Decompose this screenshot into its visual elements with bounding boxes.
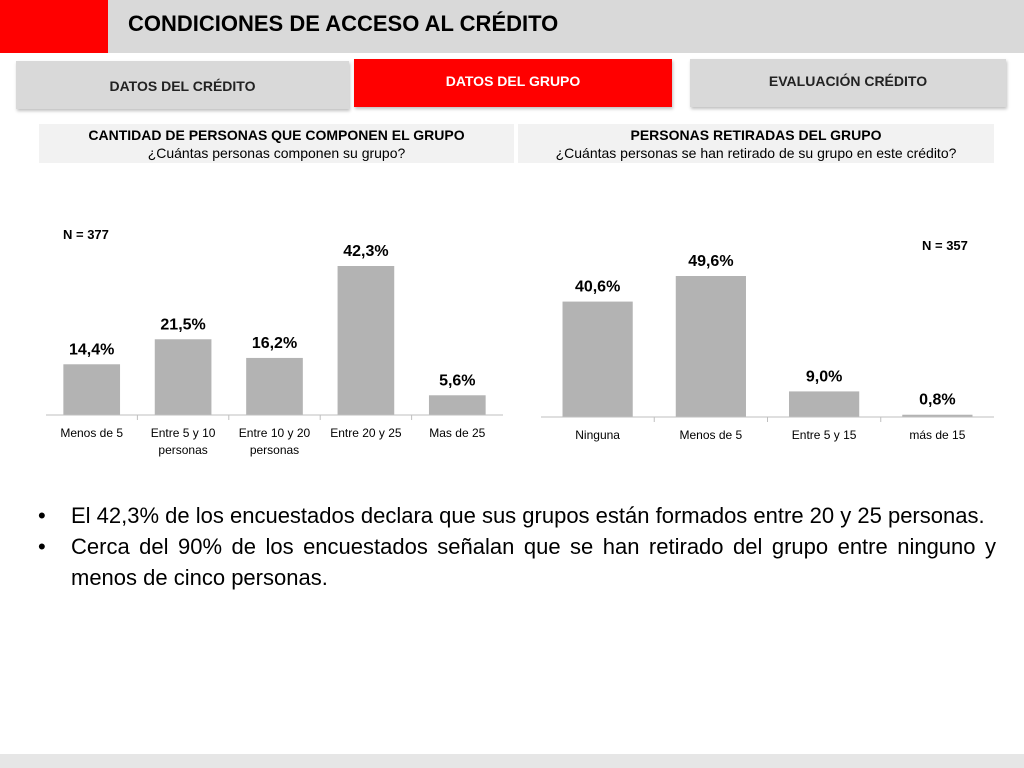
category-label-2-3: más de 15 xyxy=(909,428,965,442)
tab-datos-del-credito[interactable]: DATOS DEL CRÉDITO xyxy=(16,61,349,109)
value-label-1-0: 14,4% xyxy=(69,341,114,358)
chart-withdrawn-persons: 40,6% Ninguna 49,6% Menos de 5 9,0% Entre 5 y… xyxy=(541,253,994,442)
bar-1-3 xyxy=(337,266,395,415)
value-label-1-1: 21,5% xyxy=(160,316,205,333)
bar-2-2 xyxy=(789,391,860,417)
findings-list: • El 42,3% de los encuestados declara qu… xyxy=(38,500,996,593)
value-label-2-2: 9,0% xyxy=(806,368,842,385)
bar-2-1 xyxy=(675,276,746,417)
finding-text: Cerca del 90% de los encuestados señalan… xyxy=(71,534,996,590)
value-label-1-3: 42,3% xyxy=(343,243,388,260)
category-label-2-2: Entre 5 y 15 xyxy=(792,428,857,442)
category-label-2-0: Ninguna xyxy=(575,428,620,442)
panel-title: PERSONAS RETIRADAS DEL GRUPO xyxy=(630,127,882,143)
tab-label: EVALUACIÓN CRÉDITO xyxy=(768,73,928,89)
category-label-1-2: Entre 10 y 20 xyxy=(239,426,311,440)
category-label-1-4: Mas de 25 xyxy=(429,426,485,440)
category-label-1-2: personas xyxy=(250,443,299,457)
tab-label: DATOS DEL GRUPO xyxy=(445,73,581,89)
tab-evaluacion-credito[interactable]: EVALUACIÓN CRÉDITO xyxy=(690,59,1006,107)
finding-text: El 42,3% de los encuestados declara que … xyxy=(71,503,985,528)
header-accent-block xyxy=(0,0,108,53)
bar-1-0 xyxy=(63,364,121,415)
page-title: CONDICIONES DE ACCESO AL CRÉDITO xyxy=(128,11,559,36)
value-label-2-1: 49,6% xyxy=(688,253,733,270)
chart2-sample-size: N = 357 xyxy=(922,238,968,253)
value-label-1-4: 5,6% xyxy=(439,372,475,389)
category-label-1-0: Menos de 5 xyxy=(60,426,123,440)
bullet-marker: • xyxy=(38,534,46,559)
panel-header-group-size: CANTIDAD DE PERSONAS QUE COMPONEN EL GRU… xyxy=(39,124,514,163)
value-label-2-3: 0,8% xyxy=(919,392,955,409)
bullet-marker: • xyxy=(38,503,46,528)
panel-title: CANTIDAD DE PERSONAS QUE COMPONEN EL GRU… xyxy=(88,127,465,143)
chart-group-size: 14,4% Menos de 5 21,5% Entre 5 y 10 personas… xyxy=(46,243,503,457)
category-label-1-1: personas xyxy=(158,443,207,457)
category-label-1-1: Entre 5 y 10 xyxy=(151,426,216,440)
panel-subtitle: ¿Cuántas personas componen su grupo? xyxy=(147,145,406,161)
finding-item: • Cerca del 90% de los encuestados señal… xyxy=(38,531,996,593)
panel-subtitle: ¿Cuántas personas se han retirado de su … xyxy=(555,145,957,161)
bar-1-4 xyxy=(428,395,486,415)
tab-label: DATOS DEL CRÉDITO xyxy=(109,78,256,94)
bar-1-1 xyxy=(154,339,212,415)
category-label-1-3: Entre 20 y 25 xyxy=(330,426,402,440)
bar-1-2 xyxy=(246,357,303,415)
panel-header-withdrawn: PERSONAS RETIRADAS DEL GRUPO ¿Cuántas pe… xyxy=(518,124,994,163)
bar-2-3 xyxy=(902,414,973,417)
header-bar: CONDICIONES DE ACCESO AL CRÉDITO xyxy=(0,0,1024,53)
footer-bar xyxy=(0,754,1024,768)
value-label-1-2: 16,2% xyxy=(252,335,297,352)
value-label-2-0: 40,6% xyxy=(575,279,620,296)
finding-item: • El 42,3% de los encuestados declara qu… xyxy=(38,500,996,531)
bar-2-0 xyxy=(562,301,633,417)
chart1-sample-size: N = 377 xyxy=(63,227,109,242)
category-label-2-1: Menos de 5 xyxy=(680,428,743,442)
tab-datos-del-grupo[interactable]: DATOS DEL GRUPO xyxy=(354,59,672,107)
